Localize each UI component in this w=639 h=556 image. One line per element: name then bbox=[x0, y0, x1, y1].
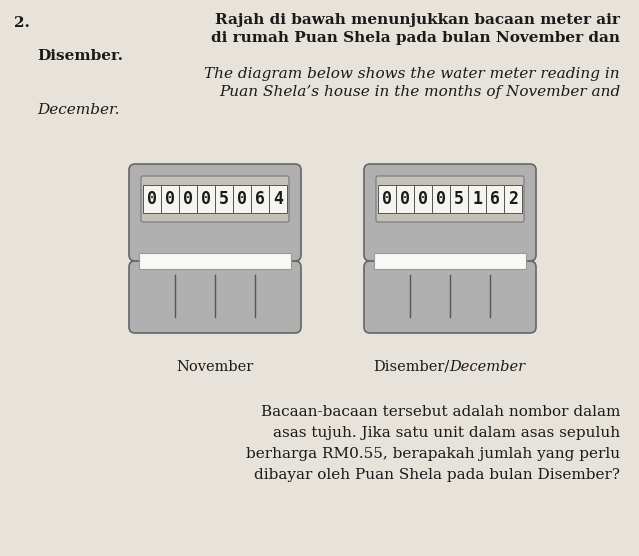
Text: 5: 5 bbox=[454, 190, 464, 208]
Text: 6: 6 bbox=[490, 190, 500, 208]
Text: Disember/: Disember/ bbox=[373, 360, 449, 374]
FancyBboxPatch shape bbox=[376, 176, 524, 222]
Bar bbox=[215, 185, 233, 213]
Text: 2: 2 bbox=[508, 190, 518, 208]
Text: 4: 4 bbox=[273, 190, 283, 208]
Text: 1: 1 bbox=[472, 190, 482, 208]
Text: 0: 0 bbox=[183, 190, 193, 208]
Bar bbox=[143, 185, 161, 213]
Text: December.: December. bbox=[37, 103, 119, 117]
Bar bbox=[374, 253, 526, 269]
Bar bbox=[179, 185, 197, 213]
Bar bbox=[378, 185, 396, 213]
Bar bbox=[432, 185, 450, 213]
FancyBboxPatch shape bbox=[129, 261, 301, 333]
FancyBboxPatch shape bbox=[141, 176, 289, 222]
Text: 0: 0 bbox=[382, 190, 392, 208]
Text: 0: 0 bbox=[400, 190, 410, 208]
Bar bbox=[414, 185, 432, 213]
Text: Puan Shela’s house in the months of November and: Puan Shela’s house in the months of Nove… bbox=[219, 85, 620, 99]
Text: The diagram below shows the water meter reading in: The diagram below shows the water meter … bbox=[204, 67, 620, 81]
Text: dibayar oleh Puan Shela pada bulan Disember?: dibayar oleh Puan Shela pada bulan Disem… bbox=[254, 468, 620, 482]
Text: 0: 0 bbox=[165, 190, 175, 208]
Bar bbox=[197, 185, 215, 213]
Text: 6: 6 bbox=[255, 190, 265, 208]
Bar bbox=[251, 185, 269, 213]
Bar bbox=[161, 185, 179, 213]
Text: 0: 0 bbox=[201, 190, 211, 208]
FancyBboxPatch shape bbox=[129, 164, 301, 261]
Bar bbox=[139, 253, 291, 269]
FancyBboxPatch shape bbox=[364, 164, 536, 261]
Text: 2.: 2. bbox=[14, 16, 30, 30]
Text: 0: 0 bbox=[237, 190, 247, 208]
Text: November: November bbox=[176, 360, 254, 374]
Bar bbox=[468, 185, 486, 213]
Bar bbox=[486, 185, 504, 213]
Text: di rumah Puan Shela pada bulan November dan: di rumah Puan Shela pada bulan November … bbox=[211, 31, 620, 45]
Text: Bacaan-bacaan tersebut adalah nombor dalam: Bacaan-bacaan tersebut adalah nombor dal… bbox=[261, 405, 620, 419]
Text: 5: 5 bbox=[219, 190, 229, 208]
Bar bbox=[233, 185, 251, 213]
Text: berharga RM0.55, berapakah jumlah yang perlu: berharga RM0.55, berapakah jumlah yang p… bbox=[246, 447, 620, 461]
Text: Rajah di bawah menunjukkan bacaan meter air: Rajah di bawah menunjukkan bacaan meter … bbox=[215, 13, 620, 27]
Bar bbox=[269, 185, 287, 213]
Text: 0: 0 bbox=[436, 190, 446, 208]
Text: asas tujuh. Jika satu unit dalam asas sepuluh: asas tujuh. Jika satu unit dalam asas se… bbox=[273, 426, 620, 440]
Text: 0: 0 bbox=[147, 190, 157, 208]
Bar bbox=[450, 185, 468, 213]
Text: Disember.: Disember. bbox=[37, 49, 123, 63]
Bar bbox=[396, 185, 414, 213]
Text: 0: 0 bbox=[418, 190, 428, 208]
Bar bbox=[504, 185, 522, 213]
FancyBboxPatch shape bbox=[364, 261, 536, 333]
Text: December: December bbox=[449, 360, 525, 374]
